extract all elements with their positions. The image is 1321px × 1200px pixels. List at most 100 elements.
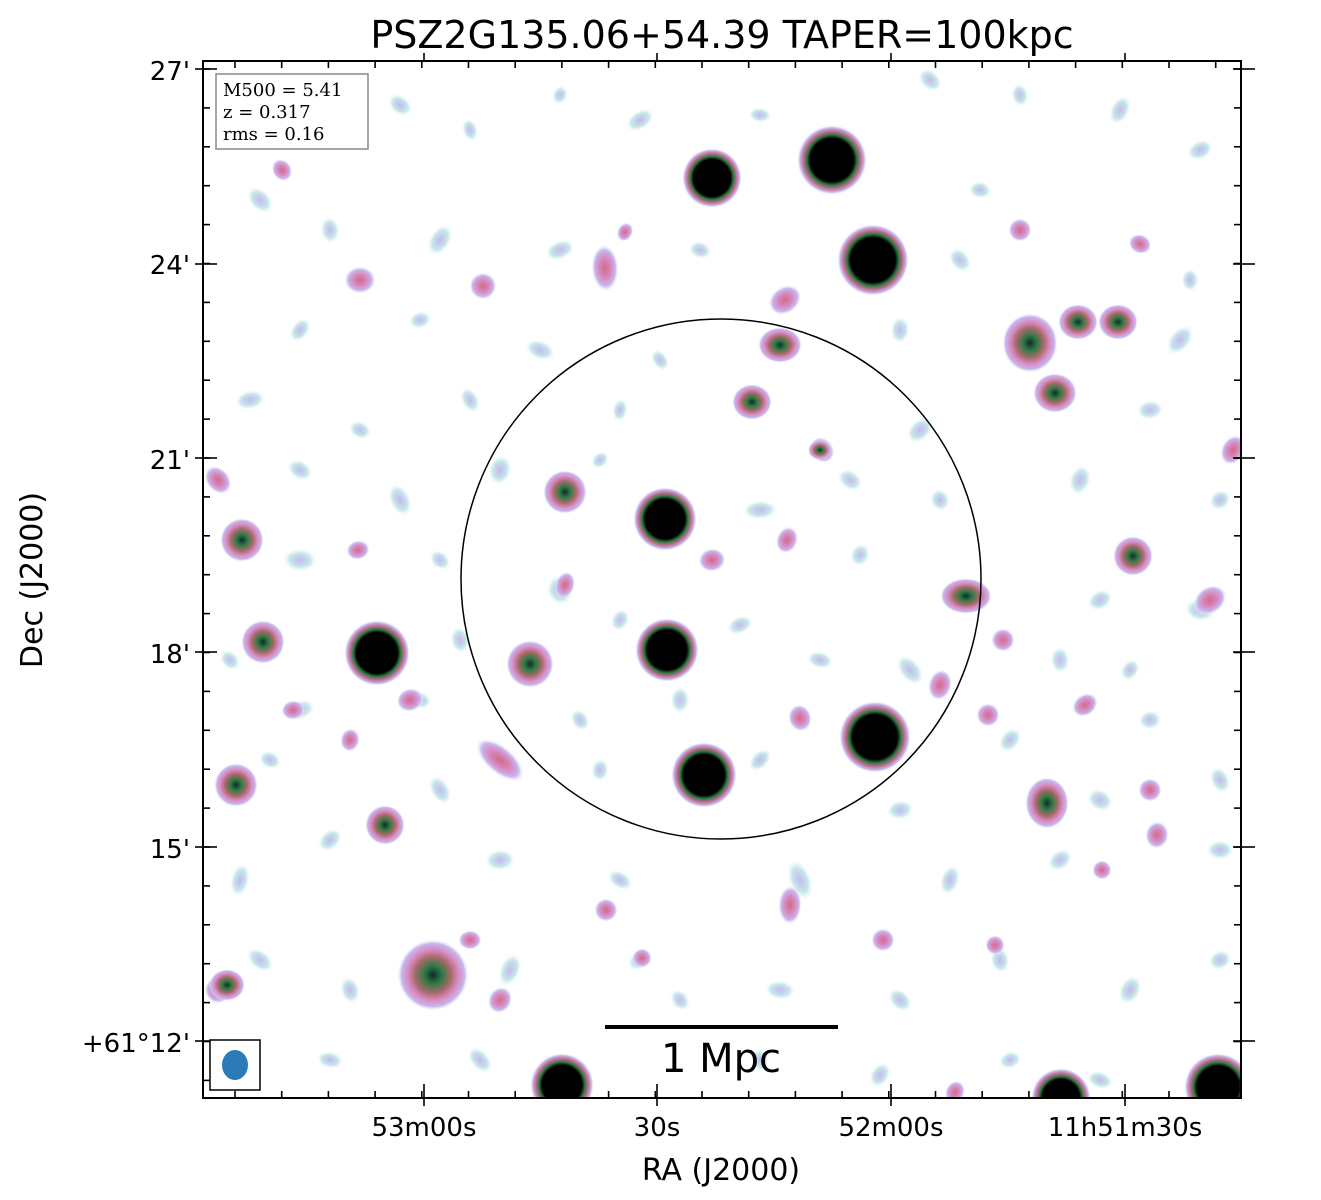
noise-patch bbox=[764, 979, 796, 1001]
noise-patch bbox=[387, 482, 413, 518]
weak-radio-source bbox=[458, 929, 482, 951]
noise-patch bbox=[1136, 399, 1164, 421]
noise-patch bbox=[906, 416, 934, 444]
noise-patch bbox=[1010, 83, 1030, 107]
bright-radio-source bbox=[682, 148, 742, 208]
bright-radio-source bbox=[1184, 1053, 1241, 1098]
noise-patch bbox=[750, 1048, 770, 1072]
noise-patch bbox=[849, 543, 871, 567]
noise-patch bbox=[1086, 588, 1114, 612]
radio-source bbox=[1098, 304, 1138, 340]
noise-patch bbox=[948, 247, 972, 273]
weak-radio-source bbox=[984, 935, 1005, 955]
noise-patch bbox=[887, 987, 913, 1013]
noise-patch bbox=[1186, 139, 1214, 161]
noise-patch bbox=[1165, 324, 1195, 356]
weak-radio-source bbox=[775, 526, 799, 554]
radio-source bbox=[1113, 536, 1153, 576]
scale-bar: 1 Mpc bbox=[605, 1025, 838, 1082]
noise-patch bbox=[219, 649, 241, 671]
noise-patch bbox=[234, 389, 266, 411]
bright-radio-source bbox=[633, 487, 697, 551]
noise-patch bbox=[968, 180, 992, 200]
noise-patch bbox=[1138, 709, 1162, 731]
noise-patch bbox=[1108, 94, 1132, 126]
radio-source bbox=[397, 939, 469, 1011]
weak-radio-source bbox=[346, 539, 370, 561]
noise-patch bbox=[868, 1061, 892, 1089]
y-axis-label: Dec (J2000) bbox=[15, 492, 50, 668]
bright-radio-source bbox=[837, 224, 909, 296]
noise-patch bbox=[1180, 268, 1200, 292]
noise-patch bbox=[1208, 489, 1232, 511]
weak-radio-source bbox=[871, 928, 895, 952]
weak-radio-source bbox=[777, 885, 803, 925]
radio-source bbox=[543, 470, 587, 514]
noise-patch bbox=[610, 608, 630, 632]
cluster-r500-circle bbox=[460, 318, 982, 840]
x-tick-label: 52m00s bbox=[838, 1113, 943, 1143]
noise-patch bbox=[246, 186, 274, 214]
weak-radio-source bbox=[1128, 233, 1152, 255]
noise-patch bbox=[939, 864, 961, 896]
info-rms: rms = 0.16 bbox=[223, 124, 325, 145]
noise-patch bbox=[466, 1046, 494, 1074]
noise-patch bbox=[590, 451, 610, 469]
weak-radio-source bbox=[1071, 692, 1099, 718]
weak-radio-source bbox=[1138, 778, 1162, 802]
bright-radio-source bbox=[635, 618, 699, 682]
noise-patch bbox=[258, 750, 282, 770]
noise-patch bbox=[650, 349, 670, 371]
axis-ticks bbox=[195, 53, 1255, 1106]
weak-radio-source bbox=[1007, 218, 1032, 242]
radio-source bbox=[808, 440, 832, 460]
bright-radio-source bbox=[530, 1053, 594, 1098]
noise-patch bbox=[837, 468, 863, 492]
y-tick-label: 27' bbox=[150, 57, 190, 87]
noise-patch bbox=[569, 708, 591, 732]
noise-patch bbox=[229, 862, 251, 898]
weak-radio-source bbox=[698, 547, 726, 573]
noise-patch bbox=[1086, 788, 1114, 812]
y-tick-label: 15' bbox=[150, 835, 190, 865]
weak-radio-source bbox=[976, 703, 1000, 727]
noise-patch bbox=[1208, 949, 1232, 971]
noise-patch bbox=[544, 238, 576, 262]
plot-frame bbox=[202, 60, 1242, 1099]
noise-patch bbox=[282, 547, 318, 573]
noise-patch bbox=[929, 488, 951, 512]
noise-patch bbox=[319, 216, 341, 244]
x-tick-label: 53m00s bbox=[371, 1113, 476, 1143]
bright-radio-source bbox=[839, 701, 911, 773]
noise-patch bbox=[551, 85, 569, 105]
beam-ellipse bbox=[222, 1050, 248, 1080]
radio-source bbox=[1002, 313, 1058, 373]
noise-patch bbox=[806, 650, 834, 670]
bright-radio-source bbox=[344, 620, 410, 686]
y-tick-label: 18' bbox=[150, 640, 190, 670]
noise-patch bbox=[484, 848, 516, 872]
noise-patch bbox=[348, 420, 372, 440]
weak-radio-source bbox=[344, 266, 376, 294]
y-tick-label: 21' bbox=[150, 446, 190, 476]
noise-patch bbox=[1209, 766, 1231, 794]
radio-source bbox=[732, 384, 772, 420]
noise-patch bbox=[669, 686, 691, 714]
weak-radio-source bbox=[787, 704, 813, 732]
radio-source bbox=[220, 518, 264, 562]
noise-patch bbox=[625, 108, 655, 132]
radio-source bbox=[1058, 304, 1098, 340]
radio-source bbox=[241, 620, 285, 664]
noise-patch bbox=[895, 654, 925, 686]
radio-source bbox=[209, 969, 245, 1001]
noise-patch bbox=[339, 976, 361, 1004]
x-tick-label: 11h51m30s bbox=[1048, 1113, 1203, 1143]
info-box: M500 = 5.41 z = 0.317 rms = 0.16 bbox=[215, 73, 369, 150]
weak-radio-source bbox=[339, 728, 361, 752]
x-axis-label: RA (J2000) bbox=[642, 1153, 800, 1188]
noise-patch bbox=[524, 339, 556, 361]
bright-radio-source bbox=[671, 742, 737, 808]
radio-source bbox=[365, 805, 405, 845]
weak-radio-source bbox=[204, 465, 232, 495]
noise-patch bbox=[245, 947, 275, 973]
